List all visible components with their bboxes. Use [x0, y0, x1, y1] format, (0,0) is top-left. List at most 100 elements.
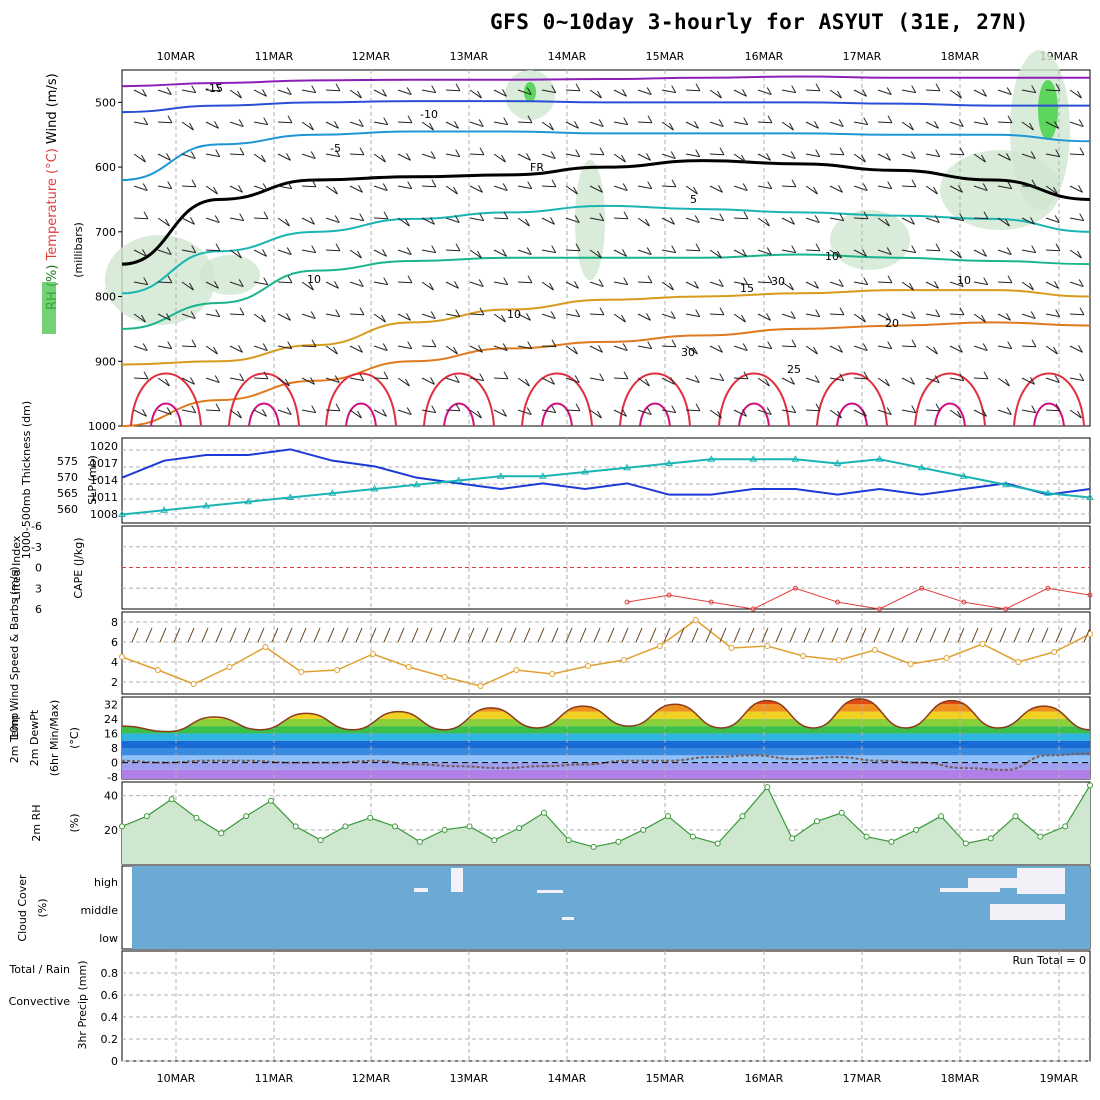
- wind-barb: [493, 281, 508, 286]
- wind-barb: [949, 121, 964, 128]
- wind-barb-flag: [525, 378, 530, 387]
- wind-barb: [1069, 377, 1084, 382]
- surface-wind-barb: [747, 627, 755, 643]
- wind-barb: [373, 153, 386, 163]
- li-marker: [792, 585, 798, 591]
- wind-speed-marker: [1015, 659, 1022, 665]
- wind-barb: [805, 409, 821, 412]
- wind-barb-flag: [767, 275, 773, 283]
- wind-barb-flag: [237, 250, 242, 259]
- wind-barb: [493, 345, 508, 352]
- wind-barb-flag: [455, 83, 461, 91]
- wind-barb: [469, 217, 484, 222]
- wind-barb-flag: [1053, 186, 1058, 195]
- isotherm-line: [121, 75, 1090, 88]
- wind-barb: [733, 409, 747, 417]
- wind-barb-flag: [719, 307, 725, 315]
- wind-barb-flag: [311, 179, 317, 187]
- wind-barb-flag: [1077, 250, 1082, 259]
- wind-speed-marker: [979, 641, 986, 647]
- wind-barb: [997, 313, 1011, 321]
- wind-barb: [781, 409, 796, 414]
- wind-barb: [253, 121, 268, 126]
- wind-barb: [709, 345, 723, 353]
- wind-barb-flag: [839, 373, 845, 381]
- wind-barb: [637, 345, 652, 350]
- surface-wind-barb: [761, 627, 769, 643]
- wind-barb-flag: [501, 154, 506, 163]
- isotherm-line: [121, 130, 1091, 182]
- wind-barb: [901, 377, 915, 385]
- wind-barb-flag: [837, 90, 842, 99]
- bottom-date-label: 15MAR: [646, 1072, 685, 1085]
- wind-barb: [325, 121, 339, 129]
- wind-barb: [493, 313, 506, 323]
- wind-barb: [973, 377, 989, 380]
- wind-barb-flag: [1029, 122, 1034, 131]
- wind-barb: [469, 249, 482, 259]
- wind-barb: [565, 153, 580, 158]
- rain-legend: Total / Rain: [8, 963, 70, 976]
- wind-barb: [205, 185, 218, 195]
- wind-speed-marker: [190, 681, 197, 687]
- cloud-cover-gap: [990, 904, 1065, 920]
- wind-barb-flag: [622, 249, 627, 257]
- wind-barb-flag: [911, 405, 917, 413]
- wind-barb: [685, 409, 701, 412]
- wind-barb: [637, 377, 650, 387]
- wind-barb: [661, 281, 674, 291]
- wind-barb-flag: [958, 119, 964, 127]
- wind-barb-flag: [597, 250, 602, 259]
- thickness-tick-label: 560: [57, 503, 78, 516]
- wind-barb-flag: [503, 371, 509, 379]
- wind-barb-flag: [1078, 185, 1083, 193]
- wind-barb: [397, 89, 412, 96]
- wind-barb-flag: [143, 211, 149, 219]
- wind-barb: [829, 153, 845, 156]
- wind-barb: [445, 185, 458, 195]
- wind-barb-flag: [767, 181, 773, 189]
- wind-barb-flag: [142, 89, 147, 97]
- surface-wind-barb: [215, 627, 223, 643]
- wind-barb-flag: [357, 410, 362, 419]
- wind-barb-flag: [910, 151, 916, 159]
- rh-marker: [714, 840, 721, 847]
- cloud-level-label: high: [94, 876, 118, 889]
- pressure-tick-label: 1000: [88, 420, 116, 433]
- surface-wind-barb: [635, 627, 643, 643]
- rh-legend-swatch: [42, 282, 56, 334]
- wind-barb-flag: [813, 186, 818, 195]
- rh-marker: [193, 814, 200, 821]
- thickness-marker: [370, 485, 379, 492]
- wind-barb-flag: [790, 311, 796, 319]
- wind-barb: [589, 249, 602, 259]
- wind-barb-flag: [285, 378, 290, 387]
- wind-barb: [973, 153, 986, 163]
- wind-barb: [253, 217, 269, 220]
- surface-wind-barb: [957, 627, 965, 643]
- isotherm-30-cell: [248, 402, 280, 427]
- thickness-marker: [581, 468, 589, 475]
- wind-barb: [949, 313, 965, 316]
- wind-barb-flag: [1054, 281, 1059, 289]
- isotherm-30-cell: [738, 402, 770, 427]
- wind-barb-flag: [166, 153, 171, 161]
- wind-barb: [133, 185, 148, 192]
- wind-barb: [589, 377, 604, 382]
- li-marker: [919, 585, 925, 591]
- isotherm-25-cell: [1013, 372, 1085, 427]
- isotherm-25-cell: [816, 372, 888, 427]
- wind-barb-flag: [141, 154, 146, 163]
- wind-barb: [901, 217, 915, 225]
- wind-barb: [205, 153, 220, 158]
- wind-barb-flag: [143, 371, 149, 379]
- wind-barb: [517, 89, 532, 96]
- wind-barb: [661, 121, 674, 131]
- rh-shading: [830, 210, 910, 270]
- wind-barb: [709, 249, 722, 259]
- wind-barb: [613, 121, 628, 126]
- wind-barb: [541, 345, 557, 348]
- wind-barb: [229, 217, 244, 222]
- wind-barb-flag: [646, 247, 652, 255]
- thickness-marker: [202, 502, 211, 509]
